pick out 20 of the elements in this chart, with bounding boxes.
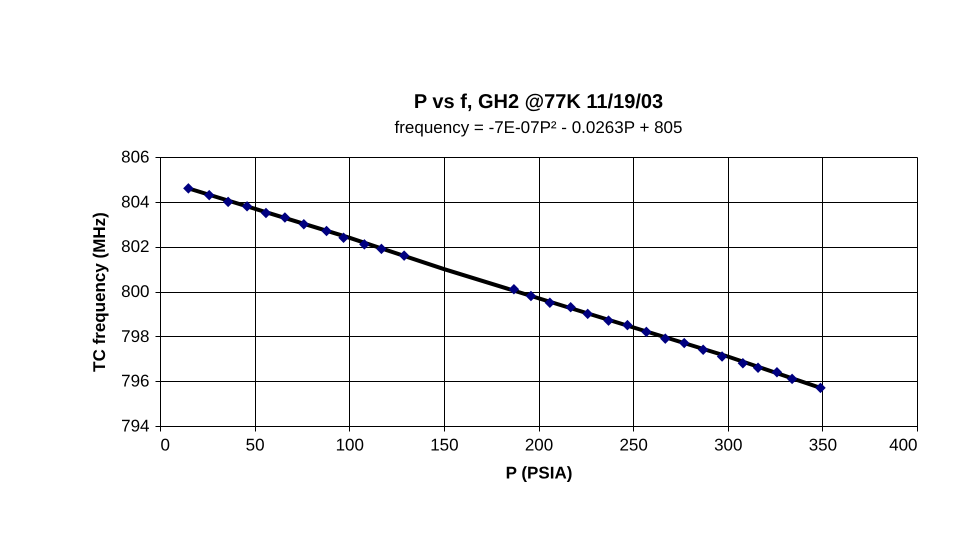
y-tick-label: 806: [121, 148, 150, 166]
x-tick-label: 250: [619, 436, 648, 454]
y-tick-label: 796: [121, 372, 150, 391]
y-tick-label: 802: [121, 237, 150, 256]
chart-title: P vs f, GH2 @77K 11/19/03: [414, 91, 664, 113]
x-tick-label: 100: [336, 436, 364, 454]
chart-subtitle: frequency = -7E-07P² - 0.0263P + 805: [394, 118, 682, 137]
x-tick-label: 300: [714, 436, 742, 454]
x-tick-label: 0: [160, 436, 170, 454]
x-tick-label: 400: [889, 436, 918, 454]
x-tick-label: 150: [430, 436, 459, 454]
x-axis-title: P (PSIA): [506, 464, 572, 482]
x-tick-label: 50: [246, 436, 265, 454]
y-tick-label: 798: [121, 326, 150, 346]
y-axis-title: TC frequency (MHz): [90, 212, 110, 372]
x-tick-label: 350: [808, 436, 838, 454]
y-tick-label: 794: [121, 416, 150, 436]
y-tick-label: 800: [121, 282, 150, 301]
y-tick-label: 804: [121, 192, 150, 212]
x-tick-label: 200: [524, 436, 554, 454]
